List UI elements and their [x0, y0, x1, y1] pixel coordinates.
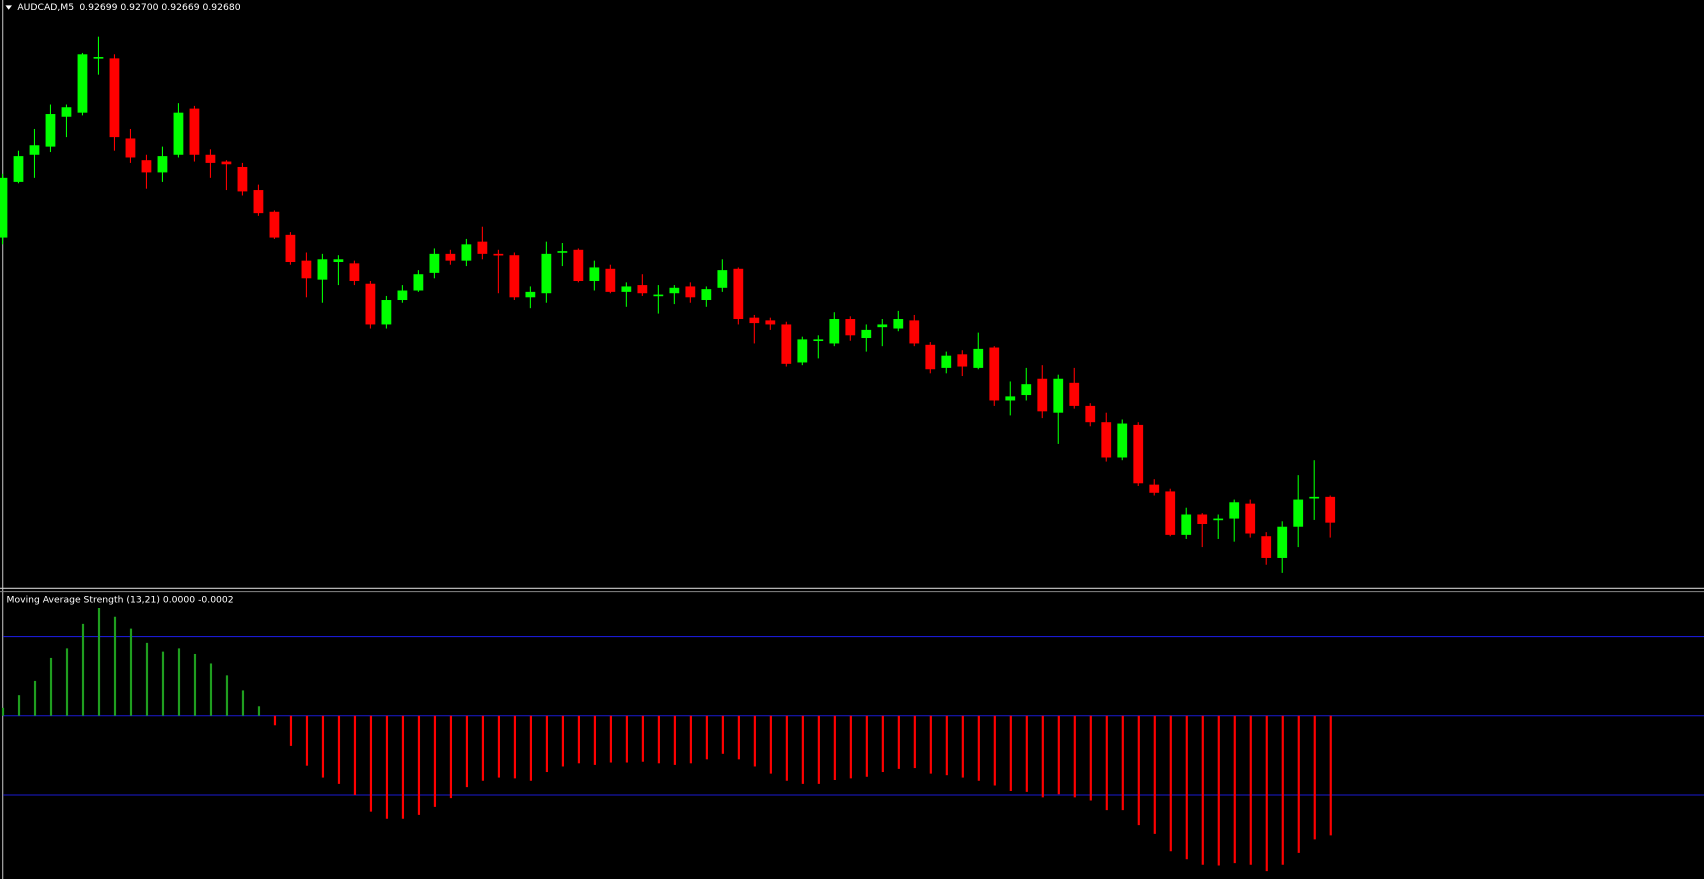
candle-body: [1293, 499, 1304, 527]
candle-body: [1245, 503, 1256, 534]
candle-body: [925, 344, 936, 370]
candle-body: [205, 154, 216, 163]
candle-body: [973, 348, 984, 368]
candle-body: [1165, 491, 1176, 535]
candle-body: [637, 285, 648, 294]
candle-body: [1069, 382, 1080, 406]
candle-body: [1021, 384, 1032, 396]
candle-body: [461, 244, 472, 261]
candle-body: [93, 57, 104, 59]
candle-body: [29, 145, 40, 155]
candle-body: [1037, 378, 1048, 412]
candle-body: [365, 283, 376, 325]
candle-body: [893, 319, 904, 329]
candle-body: [685, 286, 696, 298]
candle-body: [301, 260, 312, 279]
candle-body: [909, 320, 920, 344]
candle-body: [125, 138, 136, 158]
candle-body: [589, 267, 600, 282]
symbol-title: AUDCAD,M5: [17, 2, 74, 13]
candle-body: [381, 300, 392, 325]
candle-body: [1101, 422, 1112, 458]
candle-body: [429, 253, 440, 273]
candle-body: [1005, 396, 1016, 401]
candle-body: [333, 259, 344, 263]
candle-body: [493, 253, 504, 256]
candle-body: [797, 339, 808, 363]
candle-body: [557, 251, 568, 253]
candle-body: [349, 263, 360, 282]
candle-body: [173, 112, 184, 155]
candle-body: [221, 161, 232, 165]
candle-body: [157, 156, 168, 173]
candle-body: [669, 287, 680, 294]
candle-body: [285, 234, 296, 263]
candle-body: [269, 211, 280, 238]
candle-body: [445, 253, 456, 261]
indicator-title: Moving Average Strength (13,21) 0.0000 -…: [7, 594, 234, 605]
candle-body: [957, 354, 968, 367]
candle-body: [621, 286, 632, 292]
candle-body: [413, 274, 424, 291]
candle-body: [781, 324, 792, 364]
candle-body: [1261, 536, 1272, 558]
candle-body: [237, 166, 248, 192]
candle-body: [733, 268, 744, 320]
candle-body: [0, 177, 8, 238]
candle-body: [653, 294, 664, 297]
candle-body: [749, 317, 760, 324]
candle-body: [1085, 405, 1096, 423]
candle-body: [317, 259, 328, 280]
candle-body: [941, 355, 952, 368]
candle-body: [1277, 526, 1288, 558]
candle-body: [61, 107, 72, 117]
candle-body: [1325, 496, 1336, 523]
candle-body: [109, 58, 120, 138]
candle-body: [397, 290, 408, 301]
candle-body: [701, 289, 712, 301]
candle-body: [829, 319, 840, 344]
candle-body: [765, 320, 776, 325]
candle-body: [813, 339, 824, 342]
candle-body: [525, 291, 536, 298]
candle-body: [45, 114, 56, 147]
candle-body: [1309, 496, 1320, 499]
candle-body: [477, 241, 488, 254]
candle-body: [605, 268, 616, 292]
candle-body: [509, 255, 520, 298]
candle-body: [1117, 423, 1128, 458]
candle-body: [77, 54, 88, 113]
menu-arrow[interactable]: [5, 5, 12, 10]
candle-body: [1229, 502, 1240, 519]
candle-body: [845, 319, 856, 336]
candle-body: [1133, 424, 1144, 484]
candle-body: [1181, 514, 1192, 535]
candle-body: [1197, 514, 1208, 525]
candle-body: [877, 324, 888, 328]
candle-body: [573, 249, 584, 282]
candle-body: [253, 190, 264, 214]
candle-body: [13, 156, 24, 182]
candle-body: [1149, 484, 1160, 493]
candle-body: [717, 270, 728, 288]
candle-body: [861, 329, 872, 339]
candle-body: [541, 253, 552, 294]
candle-body: [989, 347, 1000, 401]
candle-body: [141, 160, 152, 173]
ohlc-label: 0.92699 0.92700 0.92669 0.92680: [79, 2, 240, 13]
candle-body: [1213, 518, 1224, 521]
candle-body: [1053, 378, 1064, 413]
candle-body: [189, 108, 200, 155]
